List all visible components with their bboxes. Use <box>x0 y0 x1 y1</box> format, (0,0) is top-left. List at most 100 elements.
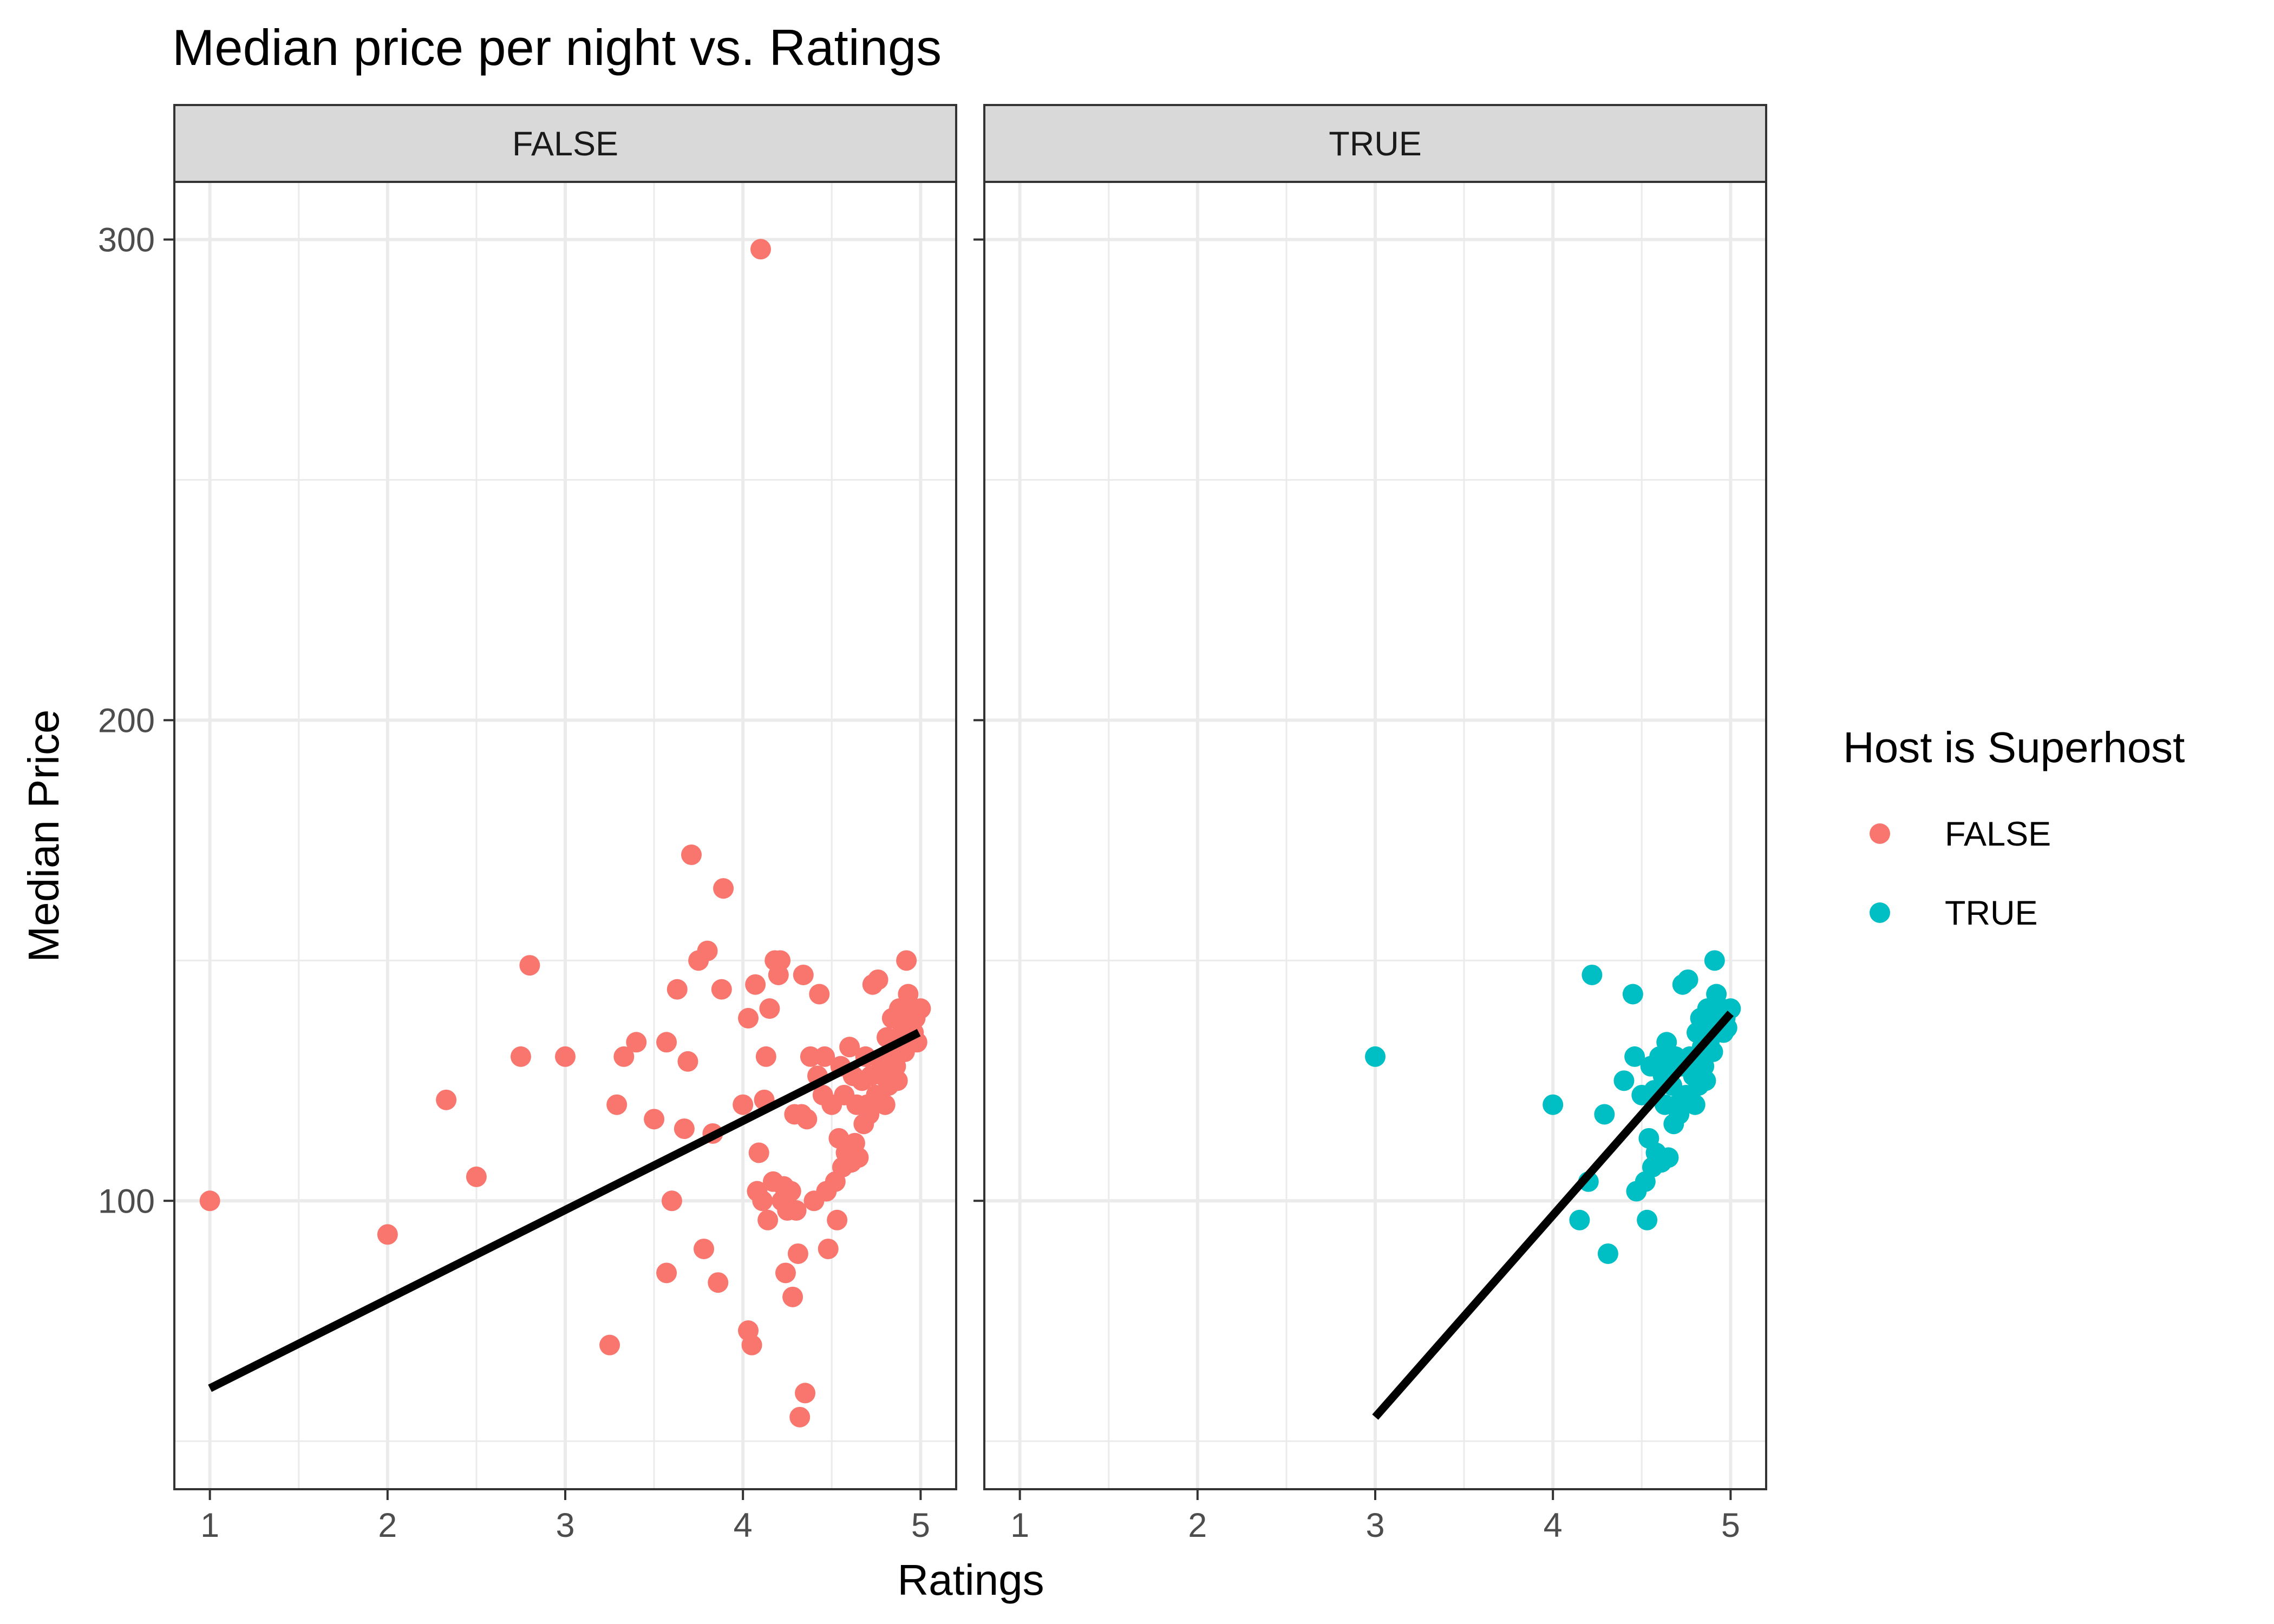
data-point <box>1669 1104 1690 1125</box>
legend-key <box>1870 902 1890 923</box>
fit-line <box>208 1029 921 1392</box>
data-point <box>796 1109 818 1130</box>
data-point <box>613 1046 635 1067</box>
y-tick-label: 100 <box>98 1182 155 1220</box>
data-point <box>626 1032 647 1053</box>
facet-panels: FALSE 1 2 3 4 5 100 200 300 TRUE 1 2 3 4 5 <box>98 104 1767 1544</box>
data-point <box>1637 1209 1658 1230</box>
data-point <box>795 1383 816 1404</box>
data-point <box>555 1046 576 1067</box>
data-point <box>887 1070 908 1091</box>
fit-line <box>1372 1011 1734 1420</box>
strip-label: TRUE <box>1329 125 1422 163</box>
data-point <box>436 1089 457 1110</box>
y-tick-label: 200 <box>98 702 155 739</box>
data-point <box>745 974 766 995</box>
strip-background <box>983 104 1767 183</box>
facet-panel: FALSE 1 2 3 4 5 100 200 300 <box>98 104 957 1544</box>
y-axis-title: Median Price <box>19 710 68 962</box>
legend-title: Host is Superhost <box>1843 723 2185 771</box>
legend-label: FALSE <box>1945 815 2051 853</box>
x-tick-label: 3 <box>556 1507 574 1544</box>
x-tick-label: 3 <box>1365 1507 1384 1544</box>
x-tick-label: 1 <box>1010 1507 1029 1544</box>
data-point <box>780 1181 801 1202</box>
data-point <box>656 1262 677 1284</box>
data-point <box>867 969 888 990</box>
x-tick-label: 5 <box>911 1507 930 1544</box>
y-tick-label: 300 <box>98 221 155 259</box>
x-tick-label: 4 <box>734 1507 753 1544</box>
x-tick-label: 2 <box>1188 1507 1207 1544</box>
data-point <box>606 1094 628 1115</box>
data-point <box>1704 950 1725 971</box>
gridlines <box>984 182 1766 1489</box>
data-point <box>809 984 830 1005</box>
data-point <box>759 998 780 1019</box>
data-point <box>814 1046 835 1067</box>
data-point <box>787 1243 808 1264</box>
data-point <box>733 1094 754 1115</box>
legend: Host is Superhost FALSE TRUE <box>1843 723 2185 932</box>
data-point <box>1684 1094 1706 1115</box>
points <box>199 239 931 1427</box>
data-point <box>738 1007 759 1029</box>
x-tick-label: 1 <box>200 1507 219 1544</box>
strip-background <box>173 104 957 183</box>
data-point <box>677 1051 698 1072</box>
data-point <box>1597 1243 1618 1264</box>
data-point <box>827 1209 848 1230</box>
chart-title: Median price per night vs. Ratings <box>172 19 942 76</box>
data-point <box>693 1239 714 1260</box>
x-axis-title: Ratings <box>897 1556 1044 1604</box>
x-tick-label: 2 <box>378 1507 397 1544</box>
data-point <box>800 1046 821 1067</box>
data-point <box>656 1032 677 1053</box>
strip-label: FALSE <box>512 125 618 163</box>
data-point <box>1702 1042 1723 1063</box>
data-point <box>775 1262 796 1284</box>
gridlines <box>174 182 956 1489</box>
data-point <box>748 1142 769 1163</box>
data-point <box>741 1334 762 1355</box>
data-point <box>1569 1209 1590 1230</box>
data-point <box>793 964 814 985</box>
x-tick-label: 5 <box>1721 1507 1740 1544</box>
data-point <box>755 1046 776 1067</box>
data-point <box>1658 1147 1679 1168</box>
data-point <box>757 1209 779 1230</box>
data-point <box>818 1239 839 1260</box>
legend-label: TRUE <box>1945 894 2038 932</box>
data-point <box>661 1190 682 1212</box>
data-point <box>782 1286 803 1307</box>
data-point <box>377 1224 398 1245</box>
data-point <box>1582 964 1603 985</box>
data-point <box>708 1272 729 1293</box>
data-point <box>1594 1104 1615 1125</box>
data-point <box>786 1200 807 1221</box>
data-point <box>1677 969 1698 990</box>
data-point <box>713 878 734 899</box>
data-point <box>466 1166 487 1187</box>
data-point <box>599 1334 620 1355</box>
data-point <box>1695 1070 1716 1091</box>
legend-item: FALSE <box>1870 815 2051 853</box>
x-tick-label: 4 <box>1544 1507 1563 1544</box>
data-point <box>681 844 702 866</box>
data-point <box>848 1147 869 1168</box>
data-point <box>711 979 732 1000</box>
data-point <box>770 950 791 971</box>
data-point <box>644 1109 665 1130</box>
legend-items: FALSE TRUE <box>1870 815 2051 932</box>
data-point <box>910 998 931 1019</box>
data-point <box>752 1190 773 1212</box>
data-point <box>859 1104 880 1125</box>
legend-item: TRUE <box>1870 894 2038 932</box>
data-point <box>1624 1046 1645 1067</box>
data-point <box>839 1037 860 1058</box>
data-point <box>199 1190 220 1212</box>
data-point <box>674 1118 695 1140</box>
data-point <box>519 955 540 976</box>
data-point <box>789 1406 811 1427</box>
